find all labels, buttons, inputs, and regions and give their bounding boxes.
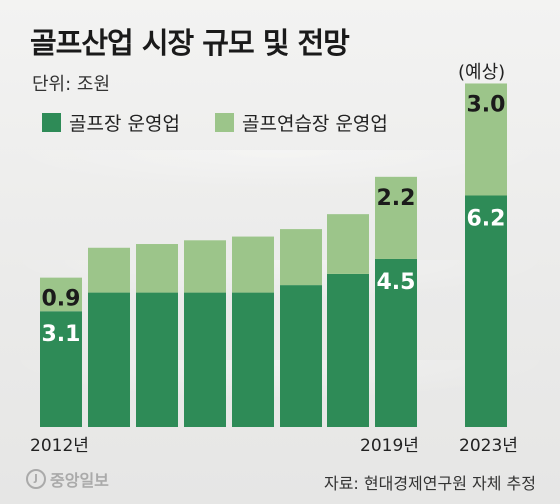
bar-golf-course-2018 — [327, 273, 369, 427]
legend-label-driving-range: 골프연습장 운영업 — [242, 113, 388, 135]
bar-golf-course-2013 — [88, 292, 130, 427]
bar-golf-course-2015 — [184, 292, 226, 427]
bar-driving-range-2018 — [327, 214, 369, 274]
data-label-driving-range-2012: 0.9 — [42, 287, 81, 312]
bar-driving-range-2014 — [136, 244, 178, 293]
bar-driving-range-2016 — [232, 236, 274, 293]
legend-item-golf-course: 골프장 운영업 — [42, 109, 180, 136]
forecast-note: (예상) — [458, 62, 506, 83]
legend-item-driving-range: 골프연습장 운영업 — [215, 109, 388, 136]
bar-driving-range-2019 — [375, 176, 417, 259]
bar-golf-course-2017 — [280, 285, 322, 427]
x-tick-label-2019: 2019년 — [360, 436, 419, 456]
bar-golf-course-2023 — [465, 195, 507, 427]
bar-driving-range-2023 — [465, 83, 507, 196]
bar-golf-course-2012 — [40, 311, 82, 427]
logo-circle-icon: J — [26, 469, 46, 489]
data-label-driving-range-2023: 3.0 — [467, 92, 506, 117]
data-label-golf-course-2023: 6.2 — [467, 206, 506, 231]
publisher-logo: J 중앙일보 — [26, 467, 109, 491]
data-label-golf-course-2012: 3.1 — [42, 322, 81, 347]
legend-label-golf-course: 골프장 운영업 — [69, 113, 180, 135]
legend-swatch-dark — [42, 113, 61, 132]
x-tick-label-2023: 2023년 — [459, 436, 518, 456]
bar-driving-range-2013 — [88, 247, 130, 293]
bar-driving-range-2012 — [40, 277, 82, 312]
bar-golf-course-2014 — [136, 292, 178, 427]
data-label-driving-range-2019: 2.2 — [377, 186, 416, 211]
x-tick-label-2012: 2012년 — [30, 436, 89, 456]
logo-text: 중앙일보 — [50, 471, 109, 490]
source-note: 자료: 현대경제연구원 자체 추정 — [323, 474, 536, 493]
bar-driving-range-2017 — [280, 229, 322, 286]
data-label-golf-course-2019: 4.5 — [377, 270, 416, 295]
bar-golf-course-2016 — [232, 292, 274, 427]
legend-swatch-light — [215, 113, 234, 132]
bar-golf-course-2019 — [375, 258, 417, 427]
chart-title: 골프산업 시장 규모 및 전망 — [30, 26, 350, 60]
unit-label: 단위: 조원 — [32, 74, 111, 95]
bar-driving-range-2015 — [184, 240, 226, 293]
